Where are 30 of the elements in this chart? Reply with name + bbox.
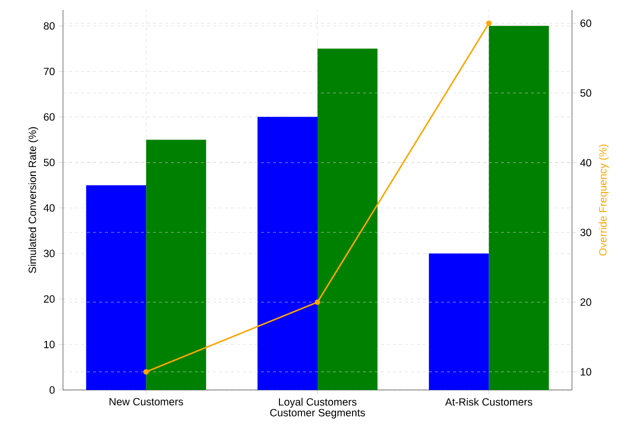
point (486, 20, 492, 26)
bar (428, 253, 489, 390)
y-tick-label: 20 (44, 295, 55, 303)
bar (86, 185, 146, 390)
x-tick-label: At-Risk Customers (445, 398, 532, 406)
y2-tick-label: 60 (580, 20, 592, 27)
bar (488, 26, 549, 390)
y2-tick-label: 50 (580, 89, 592, 97)
bar (318, 48, 378, 390)
bar (258, 116, 318, 390)
point (143, 369, 149, 375)
y2-tick-label: 30 (580, 228, 592, 236)
y2-tick-label: 40 (580, 158, 592, 166)
x-tick-label: New Customers (110, 398, 184, 406)
bar (146, 140, 206, 390)
point (314, 299, 320, 305)
y-tick-label: 30 (44, 250, 55, 258)
y-tick-label: 80 (44, 22, 55, 30)
y-axis-title: Simulated Conversion Rate (%) (28, 127, 38, 274)
y-tick-label: 60 (44, 113, 55, 121)
y-tick-label: 70 (44, 68, 55, 76)
y-tick-label: 50 (44, 158, 55, 166)
y2-tick-label: 10 (580, 368, 592, 376)
y2-axis-title: Override Frequency (%) (598, 144, 609, 256)
y-tick-label: 10 (44, 340, 55, 348)
x-tick-label: Loyal Customers (278, 398, 356, 408)
y-tick-label: 0 (50, 386, 55, 394)
x-axis-title: Customer Segments (270, 408, 365, 418)
y-tick-label: 40 (44, 204, 55, 212)
y2-tick-label: 20 (580, 298, 592, 306)
